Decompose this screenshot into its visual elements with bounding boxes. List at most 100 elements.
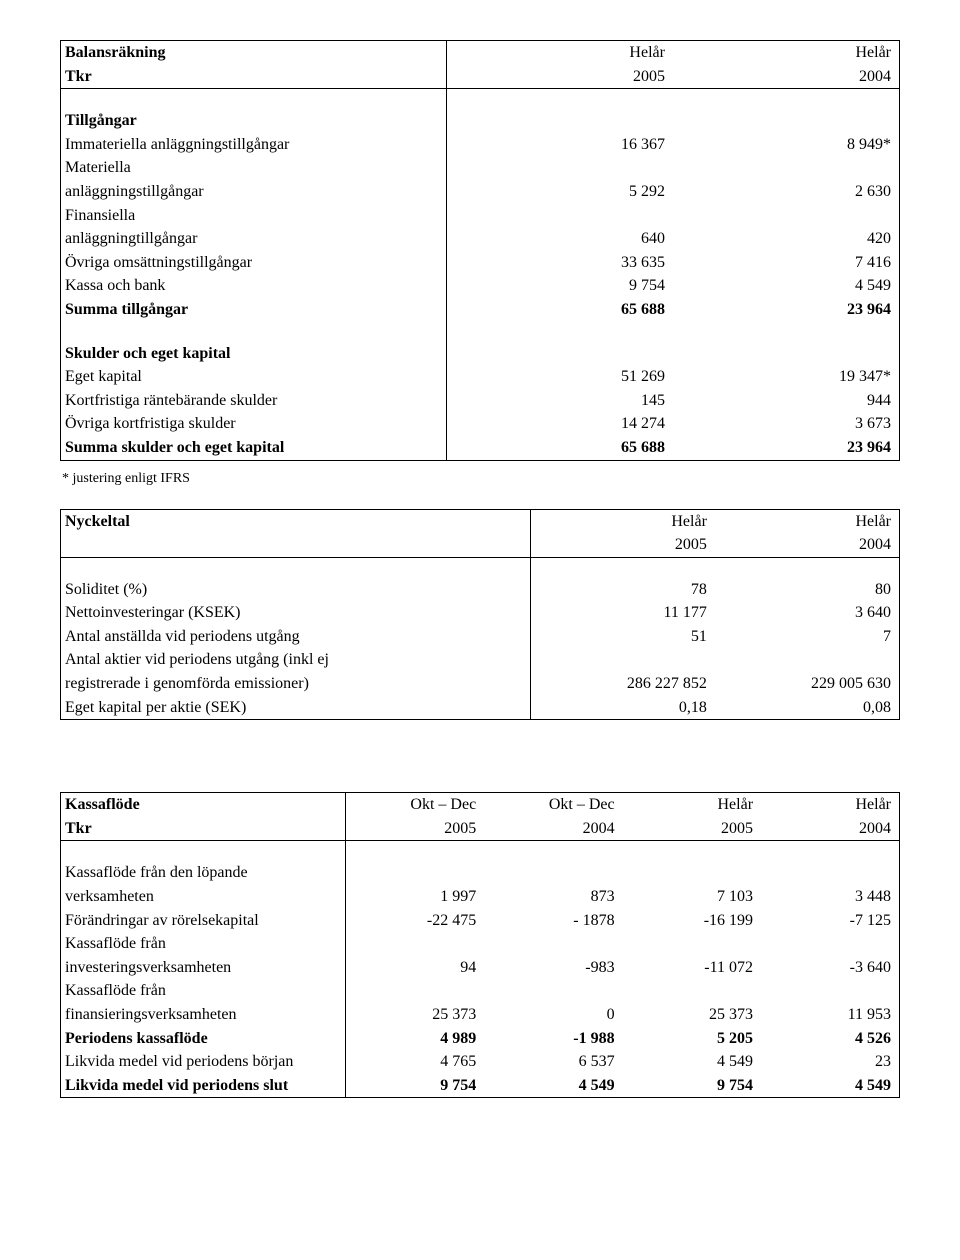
row-c2: 4 549 <box>673 274 900 298</box>
cash-c4-h1: Helår <box>761 793 899 817</box>
keys-col1-h2: 2005 <box>530 533 715 557</box>
table-row: Kassa och bank9 7544 549 <box>61 274 900 298</box>
row-c1: 145 <box>446 389 673 413</box>
row-c1 <box>346 932 484 956</box>
row-c1 <box>346 979 484 1003</box>
row-c3 <box>623 932 761 956</box>
row-c1 <box>346 861 484 885</box>
table-row: Likvida medel vid periodens slut9 7544 5… <box>61 1074 900 1098</box>
cash-c1-h1: Okt – Dec <box>346 793 484 817</box>
assets-total-c2: 23 964 <box>673 298 900 322</box>
row-c1: 286 227 852 <box>530 672 715 696</box>
cash-c3-h2: 2005 <box>623 817 761 841</box>
row-c2 <box>715 648 900 672</box>
balance-col1-h2: 2005 <box>446 65 673 89</box>
row-c2: 3 673 <box>673 412 900 436</box>
equity-total-c2: 23 964 <box>673 436 900 460</box>
row-c1: 9 754 <box>346 1074 484 1098</box>
cash-c4-h2: 2004 <box>761 817 899 841</box>
row-label: Immateriella anläggningstillgångar <box>61 133 447 157</box>
table-row: Övriga omsättningstillgångar33 6357 416 <box>61 251 900 275</box>
row-label: investeringsverksamheten <box>61 956 346 980</box>
cash-rows: Kassaflöde från den löpandeverksamheten1… <box>61 861 900 1026</box>
table-row: Förändringar av rörelsekapital-22 475- 1… <box>61 909 900 933</box>
table-row: Antal anställda vid periodens utgång517 <box>61 625 900 649</box>
assets-header: Tillgångar <box>61 109 447 133</box>
row-c2: 7 <box>715 625 900 649</box>
table-row: Soliditet (%)7880 <box>61 578 900 602</box>
keys-col1-h1: Helår <box>530 509 715 533</box>
row-c2: 0 <box>484 1003 622 1027</box>
equity-total-label: Summa skulder och eget kapital <box>61 436 447 460</box>
row-c2: - 1878 <box>484 909 622 933</box>
table-row: anläggningtillgångar640420 <box>61 227 900 251</box>
row-label: Finansiella <box>61 204 447 228</box>
row-label: Övriga kortfristiga skulder <box>61 412 447 436</box>
row-c1: 4 989 <box>346 1027 484 1051</box>
row-c4: 3 448 <box>761 885 899 909</box>
row-c3: 4 549 <box>623 1050 761 1074</box>
table-row: Nettoinvesteringar (KSEK)11 1773 640 <box>61 601 900 625</box>
row-c3 <box>623 979 761 1003</box>
row-c4 <box>761 979 899 1003</box>
balance-col2-h2: 2004 <box>673 65 900 89</box>
row-c1: 78 <box>530 578 715 602</box>
keyratios-table: Nyckeltal Helår Helår 2005 2004 Solidite… <box>60 509 900 721</box>
cash-c1-h2: 2005 <box>346 817 484 841</box>
row-label: Antal anställda vid periodens utgång <box>61 625 531 649</box>
row-c2: 4 549 <box>484 1074 622 1098</box>
table-row: Kassaflöde från <box>61 932 900 956</box>
row-c2: -1 988 <box>484 1027 622 1051</box>
row-c2: 19 347* <box>673 365 900 389</box>
row-c2: 8 949* <box>673 133 900 157</box>
row-c1: 25 373 <box>346 1003 484 1027</box>
cash-title: Kassaflöde <box>61 793 346 817</box>
row-c1: -22 475 <box>346 909 484 933</box>
keys-col2-h2: 2004 <box>715 533 900 557</box>
table-row: investeringsverksamheten94-983-11 072-3 … <box>61 956 900 980</box>
table-row: Periodens kassaflöde4 989-1 9885 2054 52… <box>61 1027 900 1051</box>
assets-rows: Immateriella anläggningstillgångar16 367… <box>61 133 900 298</box>
row-c2: -983 <box>484 956 622 980</box>
row-c2: 420 <box>673 227 900 251</box>
cash-tail-rows: Likvida medel vid periodens början4 7656… <box>61 1050 900 1098</box>
table-row: Eget kapital51 26919 347* <box>61 365 900 389</box>
row-label: verksamheten <box>61 885 346 909</box>
balance-col2-h1: Helår <box>673 41 900 65</box>
table-row: registrerade i genomförda emissioner)286… <box>61 672 900 696</box>
row-label: Kassaflöde från <box>61 932 346 956</box>
assets-total-c1: 65 688 <box>446 298 673 322</box>
row-c1: 11 177 <box>530 601 715 625</box>
row-c1: 33 635 <box>446 251 673 275</box>
row-c4: 4 526 <box>761 1027 899 1051</box>
row-label: Soliditet (%) <box>61 578 531 602</box>
row-c1: 51 269 <box>446 365 673 389</box>
row-label: Kassaflöde från den löpande <box>61 861 346 885</box>
balance-col1-h1: Helår <box>446 41 673 65</box>
row-label: anläggningstillgångar <box>61 180 447 204</box>
row-c4: -3 640 <box>761 956 899 980</box>
row-label: Eget kapital <box>61 365 447 389</box>
row-label: Likvida medel vid periodens slut <box>61 1074 346 1098</box>
row-c3: 7 103 <box>623 885 761 909</box>
keys-title: Nyckeltal <box>61 509 531 533</box>
row-c4: -7 125 <box>761 909 899 933</box>
table-row: anläggningstillgångar5 2922 630 <box>61 180 900 204</box>
equity-total-c1: 65 688 <box>446 436 673 460</box>
row-label: Periodens kassaflöde <box>61 1027 346 1051</box>
cash-bold-rows: Periodens kassaflöde4 989-1 9885 2054 52… <box>61 1027 900 1051</box>
table-row: verksamheten1 9978737 1033 448 <box>61 885 900 909</box>
row-label: Materiella <box>61 156 447 180</box>
row-c2: 80 <box>715 578 900 602</box>
cash-c2-h1: Okt – Dec <box>484 793 622 817</box>
balance-table: Balansräkning Helår Helår Tkr 2005 2004 … <box>60 40 900 461</box>
balance-unit: Tkr <box>61 65 447 89</box>
row-label: Övriga omsättningstillgångar <box>61 251 447 275</box>
row-c2: 2 630 <box>673 180 900 204</box>
table-row: Övriga kortfristiga skulder14 2743 673 <box>61 412 900 436</box>
row-c3: 9 754 <box>623 1074 761 1098</box>
table-row: Immateriella anläggningstillgångar16 367… <box>61 133 900 157</box>
row-c2: 7 416 <box>673 251 900 275</box>
row-c1: 1 997 <box>346 885 484 909</box>
row-c1: 94 <box>346 956 484 980</box>
